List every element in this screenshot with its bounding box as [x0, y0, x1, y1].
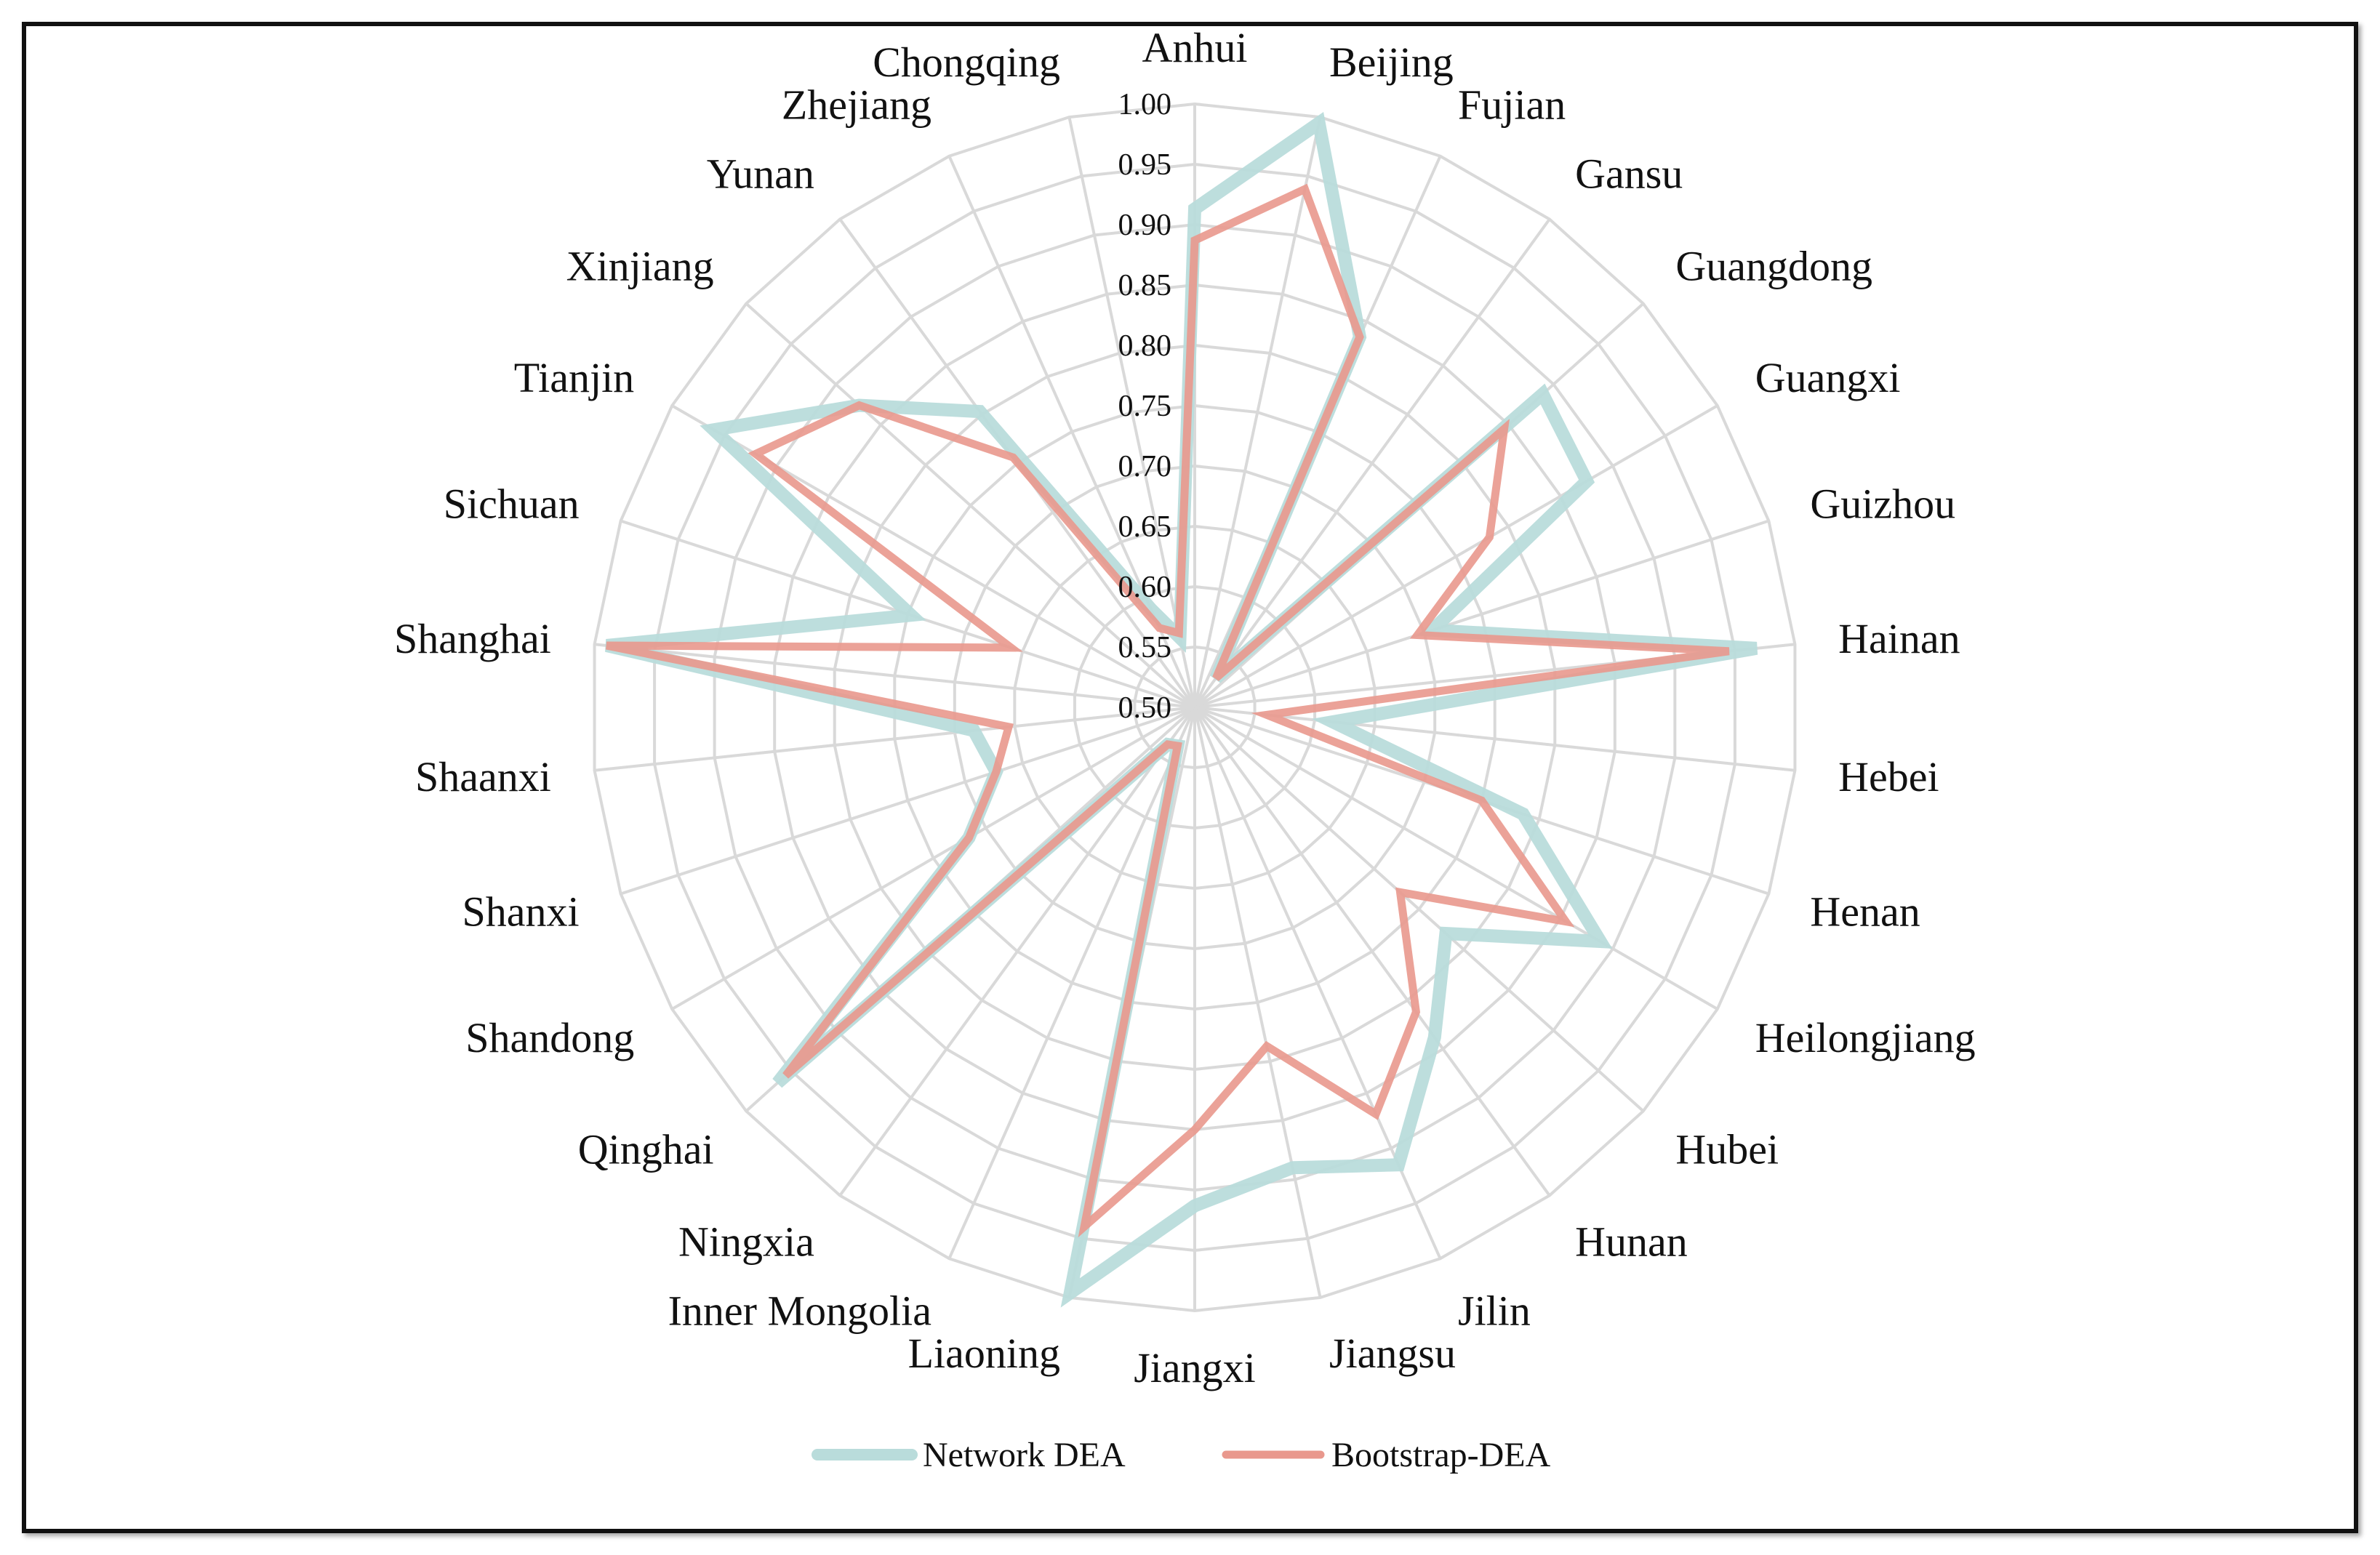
category-label-fujian: Fujian: [1458, 81, 1566, 129]
category-label-chongqing: Chongqing: [873, 39, 1060, 86]
grid-spoke: [1193, 404, 1718, 709]
category-label-gansu: Gansu: [1575, 150, 1683, 197]
grid-spoke: [947, 707, 1196, 1260]
category-label-guizhou: Guizhou: [1810, 480, 1955, 527]
grid-spoke: [1193, 707, 1442, 1260]
series-line-network-dea: [605, 112, 1758, 1308]
category-label-beijing: Beijing: [1329, 39, 1454, 86]
tick-label: 0.70: [1118, 450, 1172, 483]
tick-label: 0.55: [1118, 631, 1172, 664]
category-label-shanghai: Shanghai: [394, 615, 551, 662]
grid-spoke: [838, 706, 1196, 1197]
tick-label: 0.60: [1118, 571, 1172, 604]
tick-label: 0.95: [1118, 148, 1172, 182]
category-label-yunan: Yunan: [707, 150, 814, 197]
category-label-hubei: Hubei: [1675, 1126, 1779, 1173]
category-label-inner-mongolia: Inner Mongolia: [668, 1287, 931, 1335]
grid-spoke: [1194, 519, 1769, 709]
tick-label: 0.75: [1118, 390, 1172, 423]
tick-label: 0.50: [1118, 691, 1172, 725]
grid-spoke: [594, 706, 1195, 772]
grid-spoke: [1067, 116, 1196, 708]
grid-spoke: [1193, 706, 1718, 1010]
legend: Network DEA Bootstrap-DEA: [812, 1436, 1551, 1474]
category-label-hebei: Hebei: [1838, 753, 1939, 800]
category-label-jiangsu: Jiangsu: [1329, 1330, 1456, 1377]
tick-label: 0.80: [1118, 329, 1172, 363]
grid-spoke: [1194, 706, 1795, 772]
grid-spoke: [1193, 707, 1322, 1298]
chart-frame: 0.50 0.55 0.60 0.65 0.70 0.75 0.80 0.85 0.90 0.95…: [22, 22, 2358, 1533]
category-label-shanxi: Shanxi: [462, 888, 579, 936]
radial-axis-ticks: 0.50 0.55 0.60 0.65 0.70 0.75 0.80 0.85 0.90 0.95…: [1118, 88, 1172, 725]
grid-spoke: [1193, 706, 1551, 1197]
category-label-shandong: Shandong: [465, 1014, 634, 1061]
category-label-hainan: Hainan: [1838, 615, 1960, 662]
series-line-bootstrap-dea: [606, 183, 1730, 1238]
tick-label: 0.85: [1118, 269, 1172, 302]
category-label-hunan: Hunan: [1575, 1218, 1688, 1266]
grid-spoke: [1193, 706, 1645, 1112]
radar-chart: 0.50 0.55 0.60 0.65 0.70 0.75 0.80 0.85 0.90 0.95…: [394, 26, 1976, 1474]
tick-label: 1.00: [1118, 88, 1172, 121]
category-label-heilongjiang: Heilongjiang: [1755, 1014, 1976, 1061]
tick-label: 0.65: [1118, 510, 1172, 544]
grid-spoke: [594, 643, 1195, 709]
tick-label: 0.90: [1118, 209, 1172, 242]
series-layer: [605, 112, 1758, 1308]
category-label-qinghai: Qinghai: [578, 1126, 714, 1173]
category-label-anhui: Anhui: [1142, 26, 1248, 71]
category-label-tianjin: Tianjin: [514, 354, 634, 401]
category-label-ningxia: Ningxia: [678, 1218, 814, 1266]
category-label-liaoning: Liaoning: [908, 1330, 1060, 1377]
grid-spoke: [745, 302, 1196, 709]
category-label-guangxi: Guangxi: [1755, 354, 1901, 401]
legend-label: Network DEA: [923, 1436, 1126, 1474]
category-label-jiangxi: Jiangxi: [1134, 1344, 1256, 1391]
grid-spoke: [1193, 116, 1322, 708]
category-label-shaanxi: Shaanxi: [415, 753, 551, 800]
category-label-zhejiang: Zhejiang: [782, 81, 931, 129]
grid-spoke: [620, 706, 1195, 896]
category-label-guangdong: Guangdong: [1675, 242, 1872, 289]
category-label-henan: Henan: [1810, 888, 1920, 936]
grid-spoke: [671, 706, 1195, 1010]
category-label-sichuan: Sichuan: [444, 480, 580, 527]
legend-label: Bootstrap-DEA: [1331, 1436, 1551, 1474]
category-label-jilin: Jilin: [1458, 1287, 1531, 1335]
grid-spoke: [1193, 218, 1551, 709]
category-label-xinjiang: Xinjiang: [566, 242, 714, 289]
